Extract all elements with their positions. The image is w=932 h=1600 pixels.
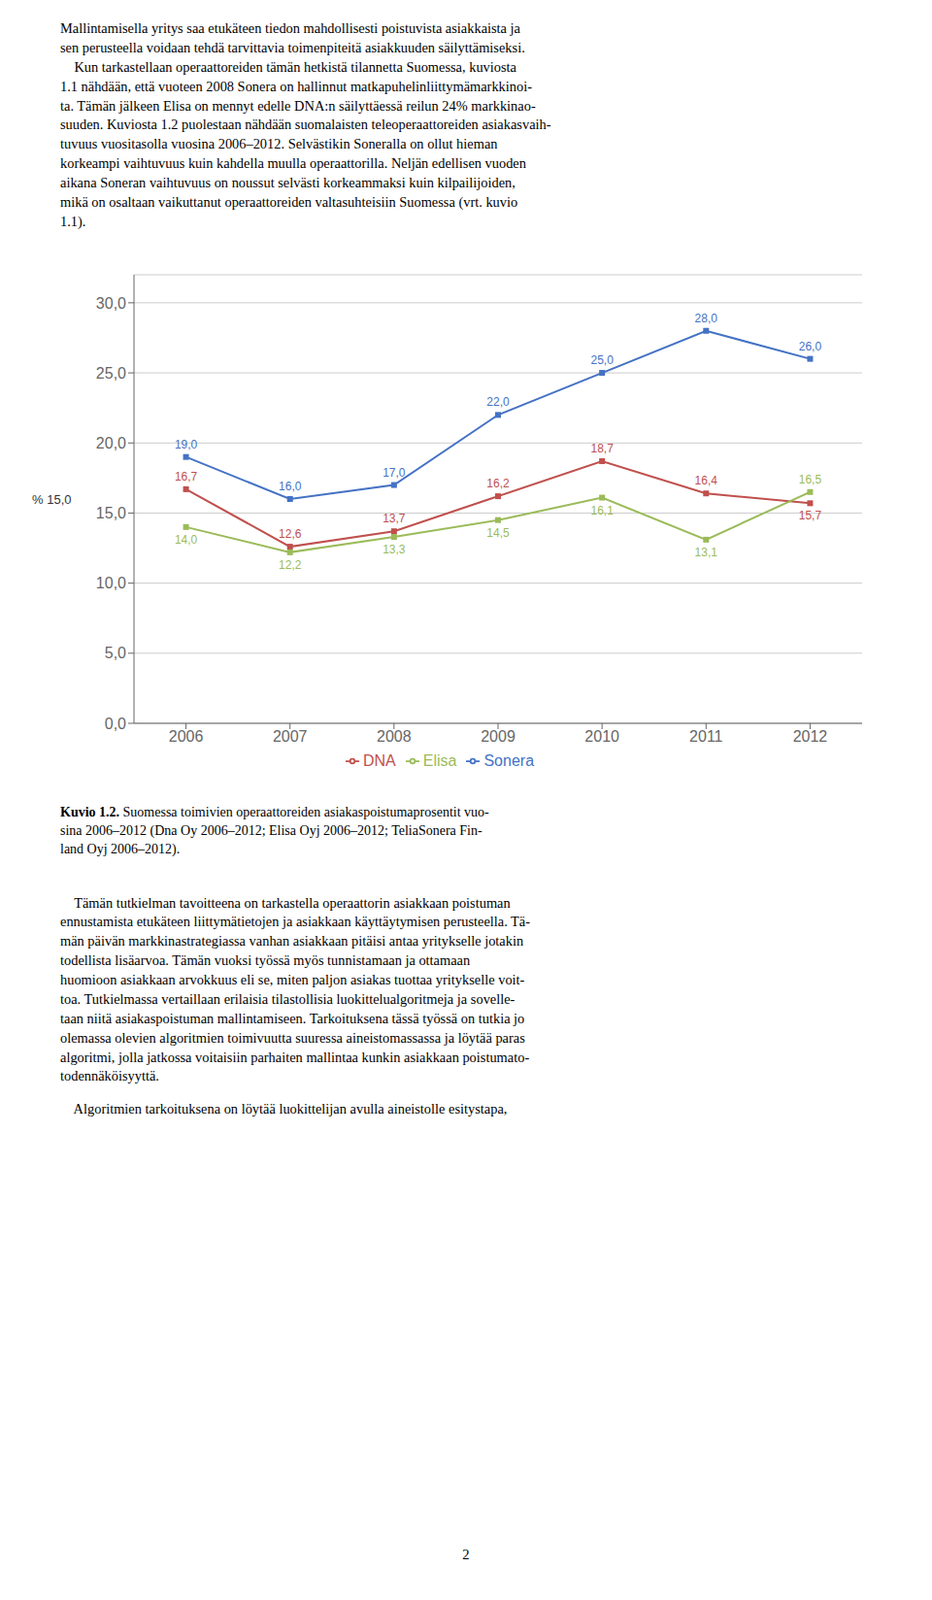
svg-text:16,4: 16,4 [695,473,719,488]
svg-text:2010: 2010 [584,728,620,745]
svg-text:0,0: 0,0 [104,714,127,732]
svg-text:10,0: 10,0 [96,574,127,592]
svg-text:28,0: 28,0 [695,310,719,325]
svg-text:17,0: 17,0 [382,465,406,479]
svg-text:30,0: 30,0 [96,294,127,311]
html-text:2: 2 [462,1546,470,1563]
svg-text:15,0: 15,0 [96,504,127,522]
svg-text:2008: 2008 [376,728,412,745]
svg-text:16,7: 16,7 [174,469,199,484]
svg-text:2012: 2012 [793,728,829,745]
html-text:DNA: DNA [363,752,396,769]
html-text:Tämän tutkielman tavoitteena o: Tämän tutkielman tavoitteena on tarkaste… [60,894,531,1084]
svg-text:13,1: 13,1 [695,544,719,559]
svg-text:5,0: 5,0 [104,644,127,662]
html-text:Elisa: Elisa [423,752,457,769]
svg-text:15,7: 15,7 [798,508,823,523]
svg-text:13,3: 13,3 [382,542,406,557]
svg-text:20,0: 20,0 [96,434,127,452]
svg-text:12,2: 12,2 [278,557,302,571]
svg-text:14,5: 14,5 [486,525,510,539]
svg-text:19,0: 19,0 [174,436,199,451]
svg-text:18,7: 18,7 [590,441,614,456]
html-text:Sonera: Sonera [483,752,534,769]
svg-text:16,1: 16,1 [590,502,614,517]
html-text:Mallintamisella yritys saa etu: Mallintamisella yritys saa etukäteen tie… [60,20,551,229]
svg-text:16,0: 16,0 [278,479,302,494]
html-text:Algoritmien tarkoituksena on l: Algoritmien tarkoituksena on löytää luok… [60,1101,508,1117]
svg-text:2009: 2009 [480,728,516,745]
svg-text:% 15,0: % 15,0 [32,491,71,506]
svg-text:16,2: 16,2 [486,476,510,491]
svg-text:2006: 2006 [168,728,204,745]
svg-text:14,0: 14,0 [174,532,199,547]
svg-text:25,0: 25,0 [590,353,614,367]
svg-text:2011: 2011 [689,728,724,745]
svg-text:16,5: 16,5 [798,471,823,486]
svg-text:2007: 2007 [272,728,308,745]
svg-text:13,7: 13,7 [382,511,406,526]
html-text:Kuvio 1.2. Suomessa toimivien: Kuvio 1.2. Suomessa toimivien operaattor… [60,804,490,857]
svg-text:25,0: 25,0 [96,364,127,381]
svg-text:22,0: 22,0 [486,395,510,409]
svg-text:12,6: 12,6 [278,527,302,541]
svg-text:26,0: 26,0 [798,338,823,353]
